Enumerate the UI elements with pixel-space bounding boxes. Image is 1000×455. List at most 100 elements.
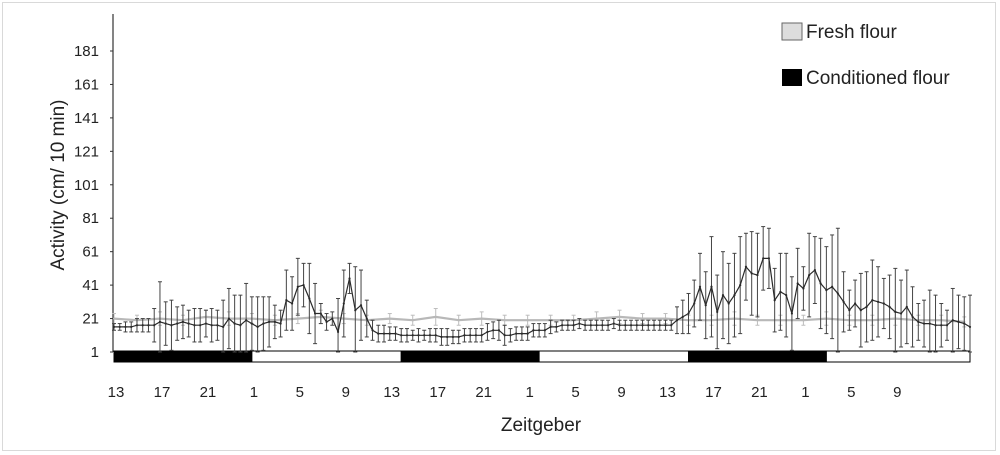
conditioned-flour-point: [813, 268, 816, 272]
conditioned-flour-point: [704, 304, 707, 307]
x-tick-label: 17: [154, 384, 171, 401]
conditioned-flour-point: [250, 322, 253, 325]
conditioned-flour-point: [819, 282, 822, 285]
x-tick-label: 21: [751, 384, 768, 401]
conditioned-flour-point: [492, 329, 495, 332]
conditioned-flour-point: [773, 299, 776, 302]
conditioned-flour-point: [526, 332, 529, 335]
fresh-flour-point: [756, 319, 759, 322]
conditioned-flour-point: [566, 324, 569, 327]
conditioned-flour-point: [388, 332, 391, 335]
dark-phase-segment: [687, 350, 827, 363]
conditioned-flour-point: [319, 312, 322, 315]
conditioned-flour-point: [629, 324, 633, 327]
conditioned-flour-point: [739, 284, 742, 287]
conditioned-flour-point: [434, 334, 437, 337]
conditioned-flour-point: [336, 330, 340, 334]
x-tick-label: 5: [847, 384, 855, 401]
conditioned-flour-point: [486, 330, 489, 334]
conditioned-flour-point: [204, 322, 208, 325]
conditioned-flour-point: [589, 324, 592, 327]
conditioned-flour-point: [687, 312, 690, 315]
conditioned-flour-point: [934, 324, 937, 327]
x-tick-label: 5: [571, 384, 579, 401]
conditioned-flour-point: [894, 310, 897, 313]
y-tick-label: 141: [74, 110, 99, 127]
conditioned-flour-point: [543, 329, 546, 332]
conditioned-flour-point: [285, 299, 288, 302]
conditioned-flour-point: [578, 322, 581, 325]
fresh-flour-point: [480, 317, 483, 320]
conditioned-flour-point: [290, 302, 294, 305]
conditioned-flour-point: [664, 324, 667, 327]
conditioned-flour-point: [624, 324, 627, 327]
x-tick-label: 9: [617, 384, 625, 401]
conditioned-flour-point: [199, 324, 202, 327]
conditioned-flour-point: [825, 289, 828, 292]
x-tick-label: 17: [705, 384, 722, 401]
conditioned-flour-point: [693, 302, 696, 305]
legend-swatch-conditioned-flour: [782, 69, 802, 86]
conditioned-flour-point: [497, 329, 501, 332]
conditioned-flour-point: [348, 277, 351, 280]
x-tick-label: 9: [342, 384, 350, 401]
fresh-flour-point: [112, 317, 116, 320]
conditioned-flour-point: [572, 324, 575, 327]
conditioned-flour-point: [216, 324, 219, 327]
conditioned-flour-point: [658, 324, 661, 327]
conditioned-flour-point: [509, 334, 512, 337]
conditioned-flour-point: [193, 324, 196, 327]
conditioned-flour-point: [147, 324, 150, 327]
x-tick-label: 17: [429, 384, 446, 401]
conditioned-flour-point: [503, 334, 506, 337]
conditioned-flour-point: [957, 320, 960, 323]
x-tick-label: 1: [801, 384, 809, 401]
conditioned-flour-point: [428, 334, 432, 337]
conditioned-flour-point: [905, 305, 908, 308]
conditioned-flour-point: [400, 334, 403, 337]
conditioned-flour-point: [899, 312, 903, 315]
x-tick-label: 9: [893, 384, 901, 401]
fresh-flour-point: [457, 319, 460, 322]
conditioned-flour-point: [698, 285, 702, 288]
conditioned-flour-point: [382, 332, 386, 335]
conditioned-flour-point: [785, 294, 788, 297]
x-tick-label: 1: [250, 384, 258, 401]
conditioned-flour-point: [922, 322, 926, 325]
y-tick-label: 161: [74, 76, 99, 93]
y-tick-label: 121: [74, 143, 99, 160]
conditioned-flour-point: [727, 302, 730, 305]
x-axis-ticks: 13 17 21 1 5 9 13 17 21 1 5 9 13 17 21 1 5 9: [108, 384, 902, 401]
conditioned-flour-point: [790, 312, 794, 315]
light-phase-segment: [538, 350, 689, 363]
conditioned-flour-point: [170, 324, 173, 327]
conditioned-flour-point: [411, 334, 414, 337]
conditioned-flour-point: [888, 305, 891, 308]
fresh-flour-point: [641, 317, 644, 320]
conditioned-flour-point: [601, 324, 604, 327]
conditioned-flour-point: [463, 334, 466, 337]
conditioned-flour-point: [302, 284, 305, 287]
conditioned-flour-point: [296, 285, 299, 288]
fresh-flour-line: [113, 315, 965, 323]
conditioned-flour-line: [114, 257, 971, 338]
conditioned-flour-point: [583, 324, 587, 327]
conditioned-flour-point: [675, 319, 679, 322]
conditioned-flour-point: [176, 322, 179, 325]
conditioned-flour-point: [308, 297, 311, 300]
conditioned-flour-point: [124, 325, 127, 329]
conditioned-flour-point: [354, 309, 357, 312]
conditioned-flour-point: [842, 300, 845, 303]
conditioned-flour-point: [802, 287, 805, 290]
fresh-flour-point: [388, 317, 391, 320]
conditioned-flour-point: [963, 322, 966, 325]
conditioned-flour-point: [440, 335, 443, 339]
conditioned-flour-point: [457, 335, 460, 339]
conditioned-flour-point: [474, 334, 478, 337]
conditioned-flour-point: [767, 257, 771, 260]
conditioned-flour-point: [394, 332, 397, 335]
conditioned-flour-point: [153, 324, 156, 327]
conditioned-flour-point: [423, 334, 426, 337]
legend: Fresh flour Conditioned flour: [781, 22, 950, 89]
